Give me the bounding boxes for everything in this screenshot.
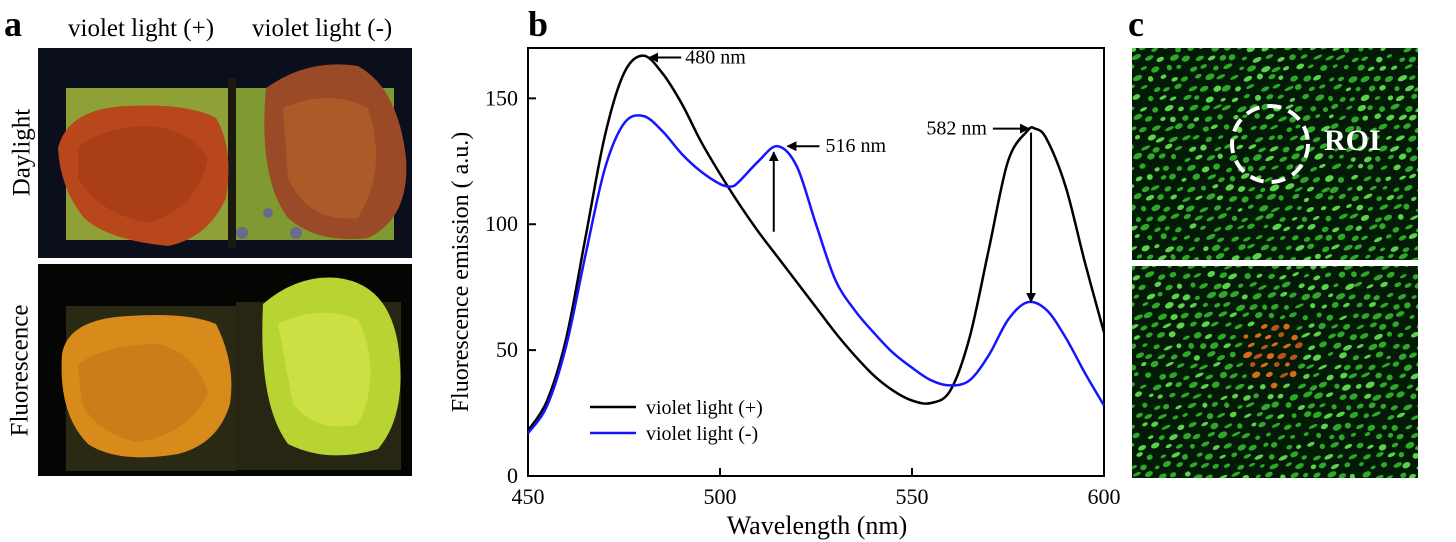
x-axis-label: Wavelength (nm) [727,511,908,540]
microscope-image-bottom [1132,266,1418,478]
roi-circle [1230,104,1310,184]
chart-axes: 450 500 550 600 0 50 100 150 [485,47,1121,509]
chart-legend: violet light (+) violet light (-) [590,397,763,445]
fluorescence-photo [38,264,412,476]
series-line-violet-minus [526,114,1106,434]
y-axis-label: Fluorescence emission ( a.u.) [448,132,474,413]
chart-series [526,54,1106,434]
panel-label-b: b [528,4,549,44]
x-tick-label: 500 [704,484,737,509]
x-tick-label: 600 [1088,484,1121,509]
roi-label: ROI [1324,124,1381,157]
legend-label: violet light (-) [646,423,758,445]
y-tick-label: 50 [496,337,518,362]
annotation-516nm: 516 nm [825,135,886,157]
x-tick-label: 550 [896,484,929,509]
panel-label-c: c [1128,4,1144,44]
y-tick-label: 100 [485,211,518,236]
y-tick-label: 0 [507,463,518,488]
row-label-fluorescence: Fluorescence [6,304,34,437]
y-tick-label: 150 [485,85,518,110]
column-label-violet-minus: violet light (-) [252,15,393,42]
panel-label-a: a [4,4,22,44]
row-label-daylight: Daylight [8,108,36,197]
annotation-582nm: 582 nm [926,118,987,140]
plot-frame [527,47,1105,477]
legend-label: violet light (+) [646,397,763,419]
emission-spectrum-chart: 450 500 550 600 0 50 100 150 480 nm 516 nm 582 nm… [448,47,1121,540]
daylight-photo [38,48,412,258]
microscope-image-top [1132,48,1418,260]
series-line-violet-plus [526,54,1106,432]
annotation-480nm: 480 nm [685,47,746,69]
column-label-violet-plus: violet light (+) [68,15,215,42]
x-tick-label: 450 [512,484,545,509]
chart-annotations: 480 nm 516 nm 582 nm [648,47,1037,303]
